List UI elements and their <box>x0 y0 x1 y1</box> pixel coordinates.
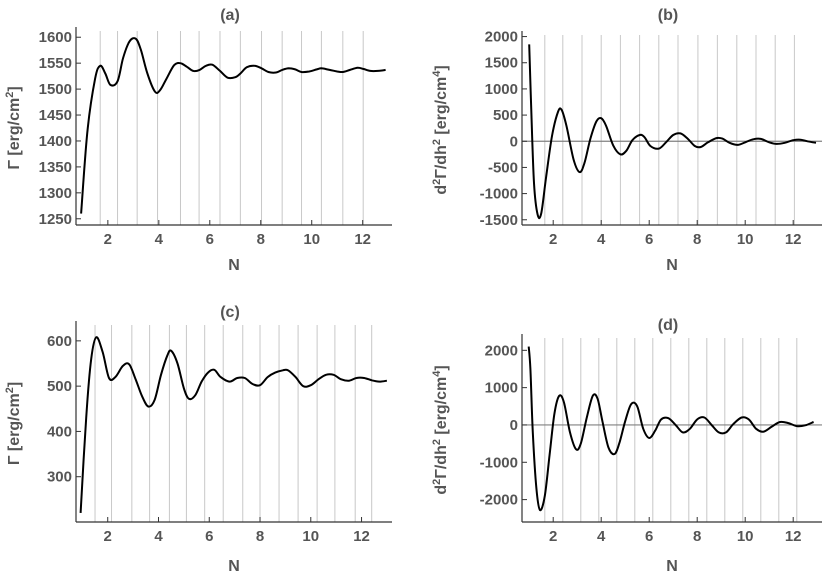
x-tick-label: 6 <box>645 231 653 248</box>
y-tick-label: 1500 <box>485 55 518 72</box>
y-tick-label: 1500 <box>39 81 72 98</box>
y-tick-label: 400 <box>47 423 72 440</box>
x-tick-label: 8 <box>693 528 701 545</box>
y-tick-label: -1000 <box>480 186 518 203</box>
x-tick-label: 8 <box>257 231 265 248</box>
series-line <box>79 336 388 513</box>
y-tick-label: -2000 <box>480 492 518 509</box>
x-tick-label: 10 <box>737 231 754 248</box>
x-tick-label: 2 <box>104 528 112 545</box>
x-tick-label: 8 <box>256 528 264 545</box>
panel-title: (d) <box>658 317 678 334</box>
y-tick-label: 1350 <box>39 159 72 176</box>
x-axis-label: N <box>666 558 678 575</box>
x-tick-label: 4 <box>155 231 164 248</box>
y-tick-label: 300 <box>47 469 72 486</box>
panel-b: -1500 -1000 -500 0 500 1000 1500 2000 2 4 6 8 10 12 (b… <box>431 7 822 274</box>
x-tick-label: 10 <box>302 528 319 545</box>
y-tick-label: 1400 <box>39 133 72 150</box>
x-tick-label: 10 <box>737 528 754 545</box>
x-tick-label: 6 <box>205 528 213 545</box>
y-tick-label: 500 <box>493 107 518 124</box>
panel-title: (b) <box>658 7 678 24</box>
x-tick-label: 12 <box>353 528 370 545</box>
y-tick-label: 1550 <box>39 55 72 72</box>
y-axis-label: d2Γ/dh2 [erg/cm4] <box>431 65 450 194</box>
panel-title: (a) <box>220 7 240 24</box>
panel-title: (c) <box>220 304 240 321</box>
panel-c: 300 400 500 600 2 4 6 8 10 12 (c) N Γ [erg/cm2] <box>4 304 392 575</box>
x-tick-label: 12 <box>785 231 802 248</box>
series-line <box>527 346 814 512</box>
x-tick-label: 4 <box>597 528 606 545</box>
y-axis-label: Γ [erg/cm2] <box>4 382 23 465</box>
x-tick-label: 6 <box>645 528 653 545</box>
series-line <box>80 37 386 214</box>
x-tick-label: 6 <box>206 231 214 248</box>
y-tick-label: 1450 <box>39 107 72 124</box>
y-tick-label: -1000 <box>480 454 518 471</box>
y-tick-label: 1600 <box>39 29 72 46</box>
y-tick-label: 1000 <box>485 81 518 98</box>
x-tick-label: 2 <box>549 528 557 545</box>
x-tick-label: 4 <box>597 231 606 248</box>
x-axis-label: N <box>666 257 678 274</box>
y-tick-label: 1250 <box>39 211 72 228</box>
y-tick-label: -500 <box>488 159 518 176</box>
x-tick-label: 12 <box>354 231 371 248</box>
x-tick-label: 4 <box>154 528 163 545</box>
x-tick-label: 2 <box>104 231 112 248</box>
x-tick-label: 2 <box>549 231 557 248</box>
x-axis-label: N <box>228 257 240 274</box>
y-tick-label: 0 <box>510 417 518 434</box>
y-axis-label: d2Γ/dh2 [erg/cm4] <box>431 365 450 494</box>
y-tick-label: 1300 <box>39 185 72 202</box>
series-line <box>528 44 817 220</box>
y-tick-label: 500 <box>47 378 72 395</box>
y-tick-label: 2000 <box>485 29 518 46</box>
y-tick-label: -1500 <box>480 212 518 229</box>
y-axis-label: Γ [erg/cm2] <box>4 86 23 169</box>
x-tick-label: 10 <box>303 231 320 248</box>
y-tick-label: 2000 <box>485 342 518 359</box>
panel-a: 1250 1300 1350 1400 1450 1500 1550 1600 2 4 6 8 10 12… <box>4 7 392 274</box>
y-tick-label: 1000 <box>485 380 518 397</box>
x-tick-label: 12 <box>785 528 802 545</box>
y-tick-label: 0 <box>510 133 518 150</box>
x-tick-label: 8 <box>693 231 701 248</box>
x-axis-label: N <box>228 558 240 575</box>
y-tick-label: 600 <box>47 333 72 350</box>
